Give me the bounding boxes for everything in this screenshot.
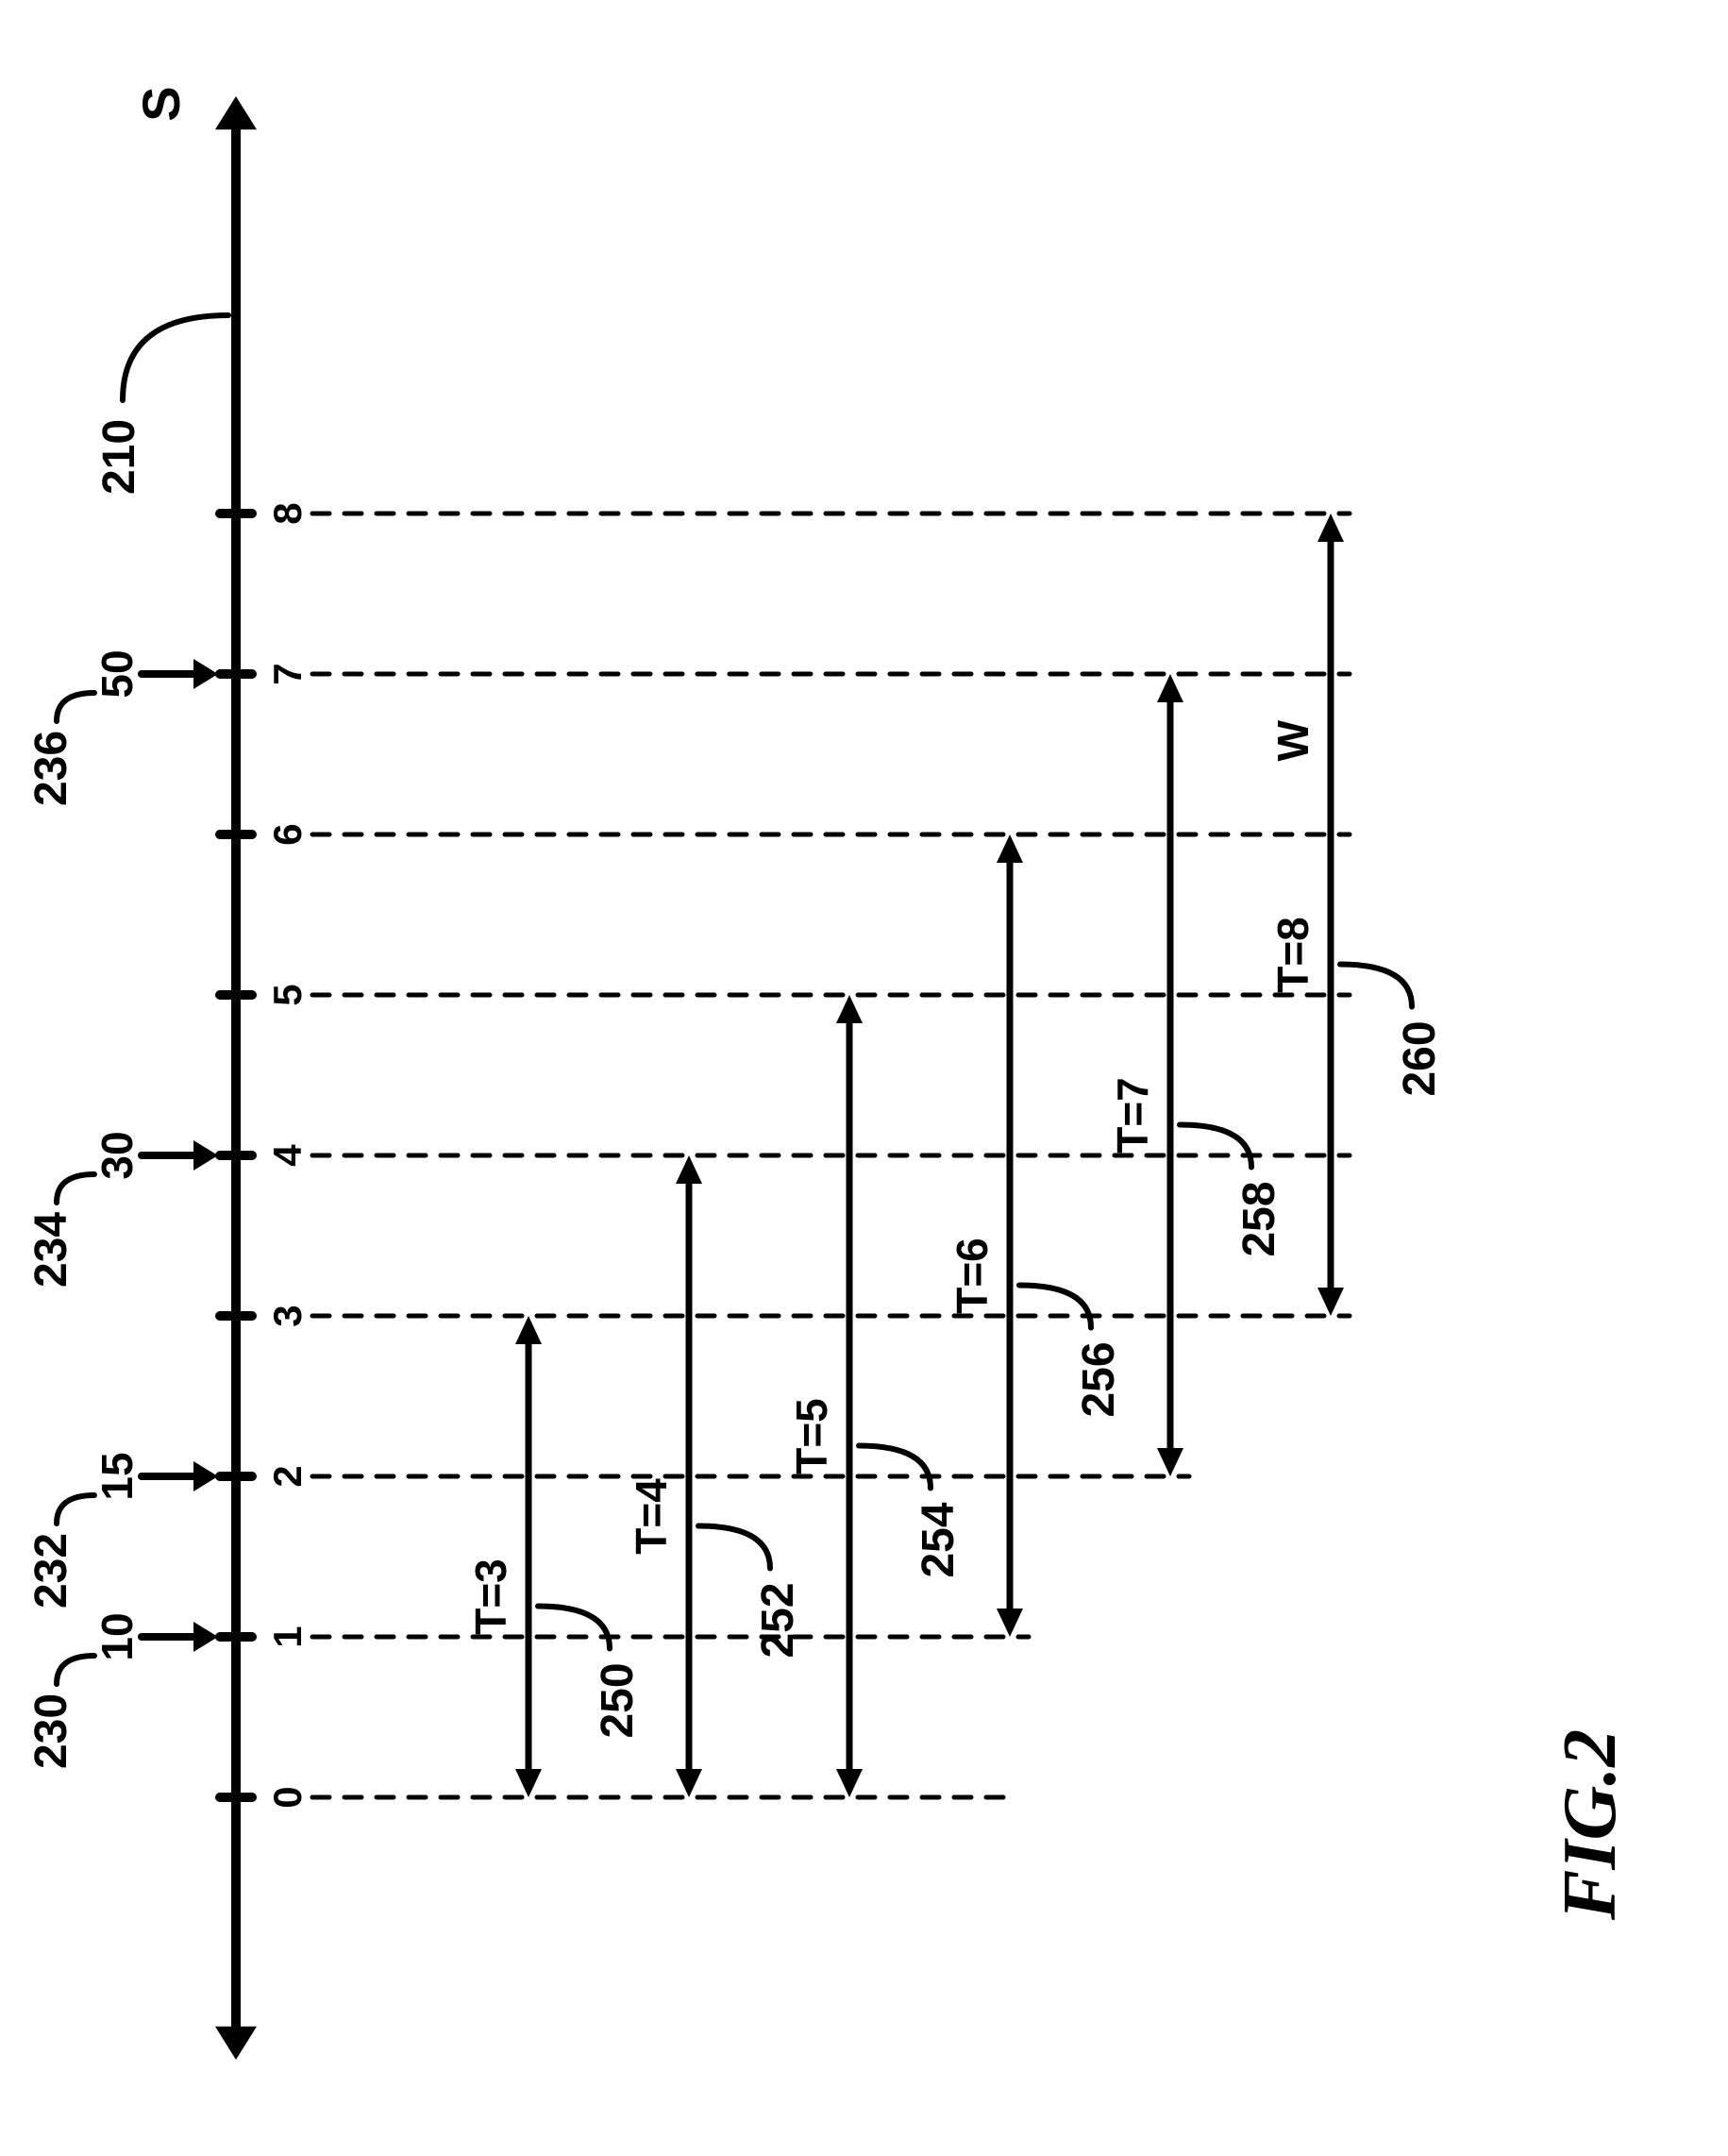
svg-text:T=7: T=7 [1108,1077,1157,1154]
svg-text:260: 260 [1395,1020,1445,1096]
svg-text:30: 30 [92,1131,142,1179]
svg-text:8: 8 [265,502,310,524]
svg-text:S: S [131,86,191,121]
svg-text:236: 236 [26,731,76,806]
svg-text:252: 252 [753,1582,803,1658]
svg-text:T=8: T=8 [1268,917,1317,993]
svg-text:2: 2 [265,1465,310,1487]
svg-text:3: 3 [265,1305,310,1326]
svg-text:W: W [1268,720,1317,762]
svg-text:1: 1 [265,1625,310,1647]
svg-text:FIG.2: FIG.2 [1549,1729,1632,1921]
svg-text:230: 230 [26,1693,76,1769]
svg-text:232: 232 [26,1533,76,1609]
svg-text:210: 210 [94,419,144,495]
svg-text:6: 6 [265,823,310,845]
svg-text:250: 250 [593,1662,643,1738]
svg-text:T=5: T=5 [787,1398,836,1474]
svg-text:234: 234 [26,1212,76,1288]
svg-text:T=6: T=6 [948,1238,997,1314]
svg-text:256: 256 [1074,1341,1124,1417]
fig-2-diagram: S21001234567810230152323023450236T=3250T… [0,0,1728,2156]
svg-text:7: 7 [265,663,310,684]
svg-text:15: 15 [92,1452,142,1500]
svg-text:5: 5 [265,984,310,1005]
svg-text:4: 4 [265,1144,310,1167]
svg-text:0: 0 [265,1786,310,1808]
svg-text:258: 258 [1234,1181,1284,1256]
svg-text:T=3: T=3 [466,1558,515,1635]
svg-text:T=4: T=4 [627,1478,676,1555]
svg-text:254: 254 [914,1502,964,1577]
svg-text:10: 10 [92,1612,142,1660]
svg-text:50: 50 [92,649,142,698]
